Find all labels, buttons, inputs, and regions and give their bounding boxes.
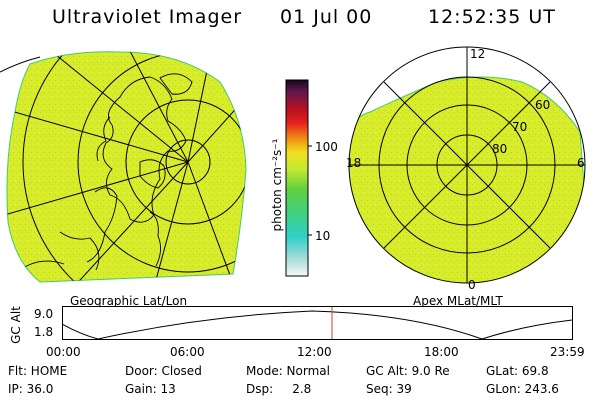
- timeline-xtick-0000: 00:00: [46, 345, 81, 359]
- altitude-timeline: [62, 306, 573, 340]
- lat-label-80: 80: [492, 142, 508, 156]
- timeline-xtick-1800: 18:00: [424, 345, 459, 359]
- timeline-xtick-0600: 06:00: [170, 345, 205, 359]
- colorbar-tick-10: 10: [315, 229, 331, 243]
- mlt-label-12: 12: [470, 47, 486, 61]
- info-ip: IP: 36.0: [8, 382, 54, 396]
- colorbar-unit: photon cm⁻²s⁻¹: [270, 138, 284, 232]
- mlt-label-18: 18: [346, 156, 362, 170]
- timeline-ytick-low: 1.8: [34, 325, 54, 339]
- info-mode: Mode: Normal: [246, 364, 330, 378]
- info-door: Door: Closed: [125, 364, 202, 378]
- info-glat: GLat: 69.8: [486, 364, 549, 378]
- info-gain: Gain: 13: [125, 382, 176, 396]
- info-flight: Flt: HOME: [8, 364, 68, 378]
- info-glon: GLon: 243.6: [486, 382, 559, 396]
- mlat-mlt-dial: [348, 46, 586, 284]
- timeline-xtick-2359: 23:59: [550, 345, 585, 359]
- geographic-map-label: Geographic Lat/Lon: [70, 294, 188, 308]
- timeline-xtick-1200: 12:00: [297, 345, 332, 359]
- colorbar-tick-100: 100: [315, 140, 338, 154]
- colorbar: [285, 79, 312, 277]
- time-label: 12:52:35 UT: [428, 6, 556, 28]
- date-label: 01 Jul 00: [280, 6, 373, 28]
- info-dsp: Dsp: 2.8: [246, 382, 312, 396]
- lat-label-70: 70: [512, 120, 528, 134]
- instrument-title: Ultraviolet Imager: [52, 6, 243, 28]
- geographic-map: [0, 51, 247, 283]
- info-gc-alt: GC Alt: 9.0 Re: [366, 364, 450, 378]
- mlt-label-0: 0: [468, 278, 476, 292]
- timeline-ytick-high: 9.0: [34, 307, 54, 321]
- info-seq: Seq: 39: [366, 382, 412, 396]
- timeline-ylabel: GC Alt: [9, 306, 23, 344]
- apex-map-label: Apex MLat/MLT: [413, 294, 503, 308]
- mlt-label-6: 6: [577, 156, 585, 170]
- lat-label-60: 60: [535, 98, 551, 112]
